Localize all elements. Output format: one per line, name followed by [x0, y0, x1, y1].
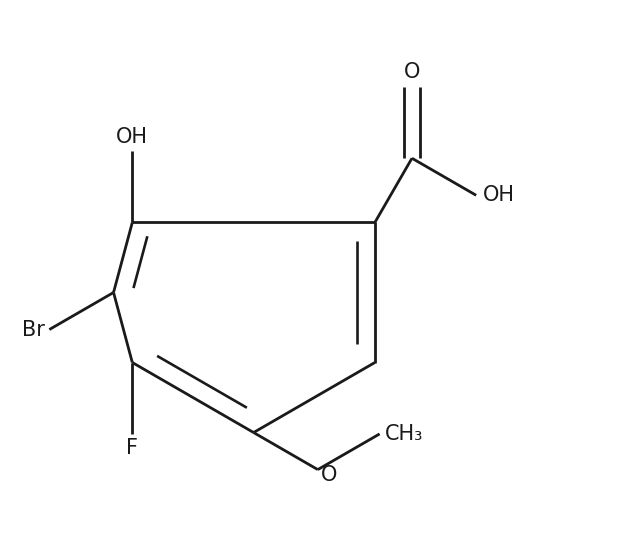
Text: OH: OH [116, 126, 148, 147]
Text: F: F [127, 438, 138, 458]
Text: CH₃: CH₃ [385, 424, 424, 444]
Text: O: O [404, 62, 420, 82]
Text: O: O [321, 465, 337, 485]
Text: Br: Br [22, 320, 45, 339]
Text: OH: OH [482, 185, 515, 205]
